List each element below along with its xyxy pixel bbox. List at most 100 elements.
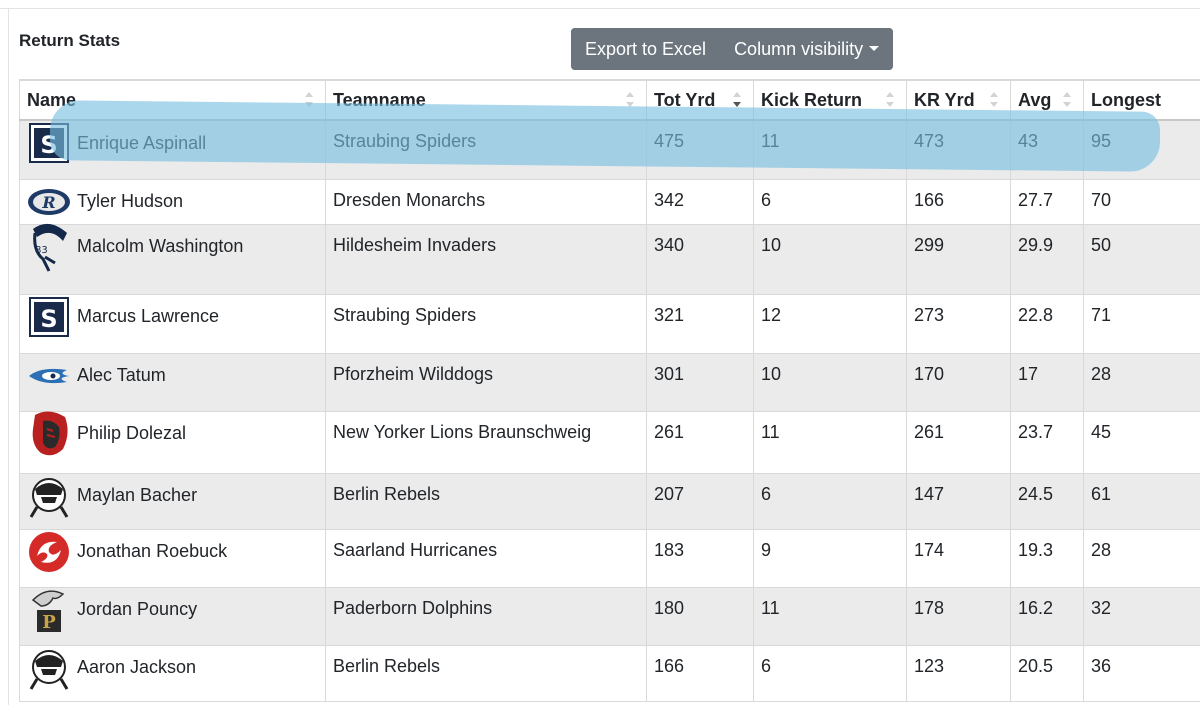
column-visibility-button[interactable]: Column visibility: [720, 28, 894, 70]
longest-cell: 71: [1083, 293, 1200, 354]
longest-cell: 61: [1083, 472, 1200, 530]
table-row[interactable]: Jonathan Roebuck Saarland Hurricanes 183…: [19, 528, 1200, 588]
team-cell: Dresden Monarchs: [325, 178, 647, 225]
sort-icon: [626, 92, 634, 108]
column-header-kick-return[interactable]: Kick Return: [753, 79, 907, 121]
player-cell: Aaron Jackson: [19, 644, 326, 702]
sort-icon: [305, 92, 313, 108]
player-name[interactable]: Maylan Bacher: [77, 485, 198, 505]
table-row[interactable]: Aaron Jackson Berlin Rebels 166 6 123 20…: [19, 644, 1200, 702]
table-row[interactable]: S Enrique Aspinall Straubing Spiders 475…: [19, 119, 1200, 180]
table-row[interactable]: Alec Tatum Pforzheim Wilddogs 301 10 170…: [19, 352, 1200, 412]
longest-cell: 36: [1083, 644, 1200, 702]
panel-left-border: [0, 8, 9, 705]
player-cell: Jonathan Roebuck: [19, 528, 326, 588]
kr-yrd-cell: 273: [906, 293, 1011, 354]
player-cell: 83 Malcolm Washington: [19, 223, 326, 295]
kr-yrd-cell: 170: [906, 352, 1011, 412]
kick-return-cell: 6: [753, 178, 907, 225]
table-row[interactable]: P Jordan Pouncy Paderborn Dolphins 180 1…: [19, 586, 1200, 646]
dresden-monarchs-logo-icon: R: [27, 180, 71, 224]
kick-return-cell: 11: [753, 586, 907, 646]
player-name[interactable]: Aaron Jackson: [77, 657, 197, 677]
avg-cell: 27.7: [1010, 178, 1084, 225]
kick-return-cell: 10: [753, 223, 907, 295]
player-cell: S Marcus Lawrence: [19, 293, 326, 354]
kr-yrd-cell: 473: [906, 119, 1011, 180]
saarland-hurricanes-logo-icon: [27, 530, 71, 574]
svg-text:83: 83: [35, 245, 48, 256]
tot-yrd-cell: 301: [646, 352, 754, 412]
avg-cell: 29.9: [1010, 223, 1084, 295]
tot-yrd-cell: 261: [646, 410, 754, 474]
team-cell: Berlin Rebels: [325, 472, 647, 530]
column-header-tot-yrd[interactable]: Tot Yrd: [646, 79, 754, 121]
longest-cell: 32: [1083, 586, 1200, 646]
longest-cell: 50: [1083, 223, 1200, 295]
column-header-avg[interactable]: Avg: [1010, 79, 1084, 121]
column-visibility-label: Column visibility: [734, 39, 864, 59]
table-header-row: Name Teamname Tot Yrd Kick Return KR Yrd…: [19, 79, 1200, 121]
longest-cell: 28: [1083, 352, 1200, 412]
braunschweig-lions-logo-icon: [27, 410, 71, 456]
team-cell: Pforzheim Wilddogs: [325, 352, 647, 412]
avg-cell: 17: [1010, 352, 1084, 412]
longest-cell: 95: [1083, 119, 1200, 180]
table-row[interactable]: Maylan Bacher Berlin Rebels 207 6 147 24…: [19, 472, 1200, 530]
paderborn-dolphins-logo-icon: P: [27, 588, 71, 633]
column-header-label: Teamname: [333, 89, 426, 110]
kr-yrd-cell: 174: [906, 528, 1011, 588]
tot-yrd-cell: 166: [646, 644, 754, 702]
avg-cell: 22.8: [1010, 293, 1084, 354]
avg-cell: 23.7: [1010, 410, 1084, 474]
team-cell: Straubing Spiders: [325, 293, 647, 354]
kr-yrd-cell: 166: [906, 178, 1011, 225]
export-excel-button[interactable]: Export to Excel: [571, 28, 721, 70]
longest-cell: 28: [1083, 528, 1200, 588]
kick-return-cell: 6: [753, 644, 907, 702]
kr-yrd-cell: 178: [906, 586, 1011, 646]
longest-cell: 45: [1083, 410, 1200, 474]
column-header-longest[interactable]: Longest: [1083, 79, 1200, 121]
table-row[interactable]: S Marcus Lawrence Straubing Spiders 321 …: [19, 293, 1200, 354]
team-cell: Saarland Hurricanes: [325, 528, 647, 588]
hildesheim-invaders-logo-icon: 83: [27, 223, 71, 272]
player-name[interactable]: Alec Tatum: [77, 365, 166, 385]
sort-icon: [990, 92, 998, 108]
column-header-label: Avg: [1018, 89, 1052, 110]
column-header-label: Kick Return: [761, 89, 863, 110]
kr-yrd-cell: 299: [906, 223, 1011, 295]
return-stats-table: Name Teamname Tot Yrd Kick Return KR Yrd…: [19, 79, 1200, 702]
kick-return-cell: 11: [753, 119, 907, 180]
table-row[interactable]: Philip Dolezal New Yorker Lions Braunsch…: [19, 410, 1200, 474]
column-header-teamname[interactable]: Teamname: [325, 79, 647, 121]
column-header-name[interactable]: Name: [19, 79, 326, 121]
tot-yrd-cell: 342: [646, 178, 754, 225]
player-name[interactable]: Jordan Pouncy: [77, 599, 198, 619]
longest-cell: 70: [1083, 178, 1200, 225]
player-name[interactable]: Philip Dolezal: [77, 423, 187, 443]
kr-yrd-cell: 147: [906, 472, 1011, 530]
avg-cell: 20.5: [1010, 644, 1084, 702]
table-row[interactable]: R Tyler Hudson Dresden Monarchs 342 6 16…: [19, 178, 1200, 225]
player-name[interactable]: Enrique Aspinall: [77, 132, 207, 153]
table-row[interactable]: 83 Malcolm Washington Hildesheim Invader…: [19, 223, 1200, 295]
column-header-kr-yrd[interactable]: KR Yrd: [906, 79, 1011, 121]
team-cell: Paderborn Dolphins: [325, 586, 647, 646]
player-name[interactable]: Marcus Lawrence: [77, 306, 220, 326]
caret-down-icon: [869, 46, 880, 52]
player-cell: R Tyler Hudson: [19, 178, 326, 225]
player-name[interactable]: Malcolm Washington: [77, 236, 244, 256]
sort-icon: [886, 92, 894, 108]
column-header-label: Tot Yrd: [654, 89, 716, 110]
sort-icon: [1063, 92, 1071, 108]
player-cell: P Jordan Pouncy: [19, 586, 326, 646]
player-name[interactable]: Jonathan Roebuck: [77, 541, 228, 561]
player-cell: Alec Tatum: [19, 352, 326, 412]
straubing-spiders-logo-icon: S: [27, 121, 71, 165]
berlin-rebels-logo-icon: [27, 474, 71, 518]
player-name[interactable]: Tyler Hudson: [77, 191, 184, 211]
berlin-rebels-logo-icon: [27, 646, 71, 690]
toolbar-button-group: Export to Excel Column visibility: [571, 28, 894, 70]
avg-cell: 43: [1010, 119, 1084, 180]
